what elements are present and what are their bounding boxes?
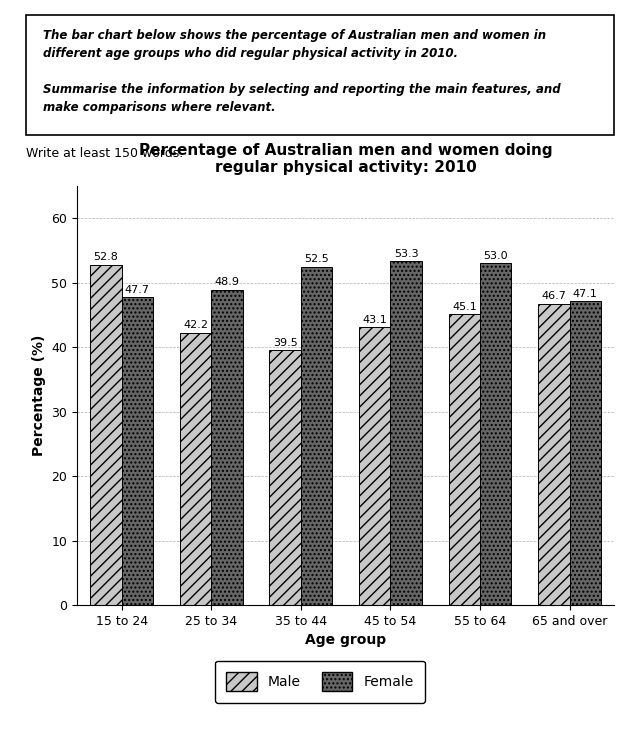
Bar: [538, 304, 570, 605]
Legend: Male, Female: Male, Female: [215, 660, 425, 703]
Bar: [180, 333, 211, 605]
Text: 46.7: 46.7: [541, 292, 566, 301]
Text: 39.5: 39.5: [273, 338, 298, 348]
Text: 48.9: 48.9: [214, 277, 239, 287]
Text: The bar chart below shows the percentage of Australian men and women in
differen: The bar chart below shows the percentage…: [44, 29, 561, 114]
Bar: [269, 351, 301, 605]
Text: 43.1: 43.1: [362, 314, 387, 324]
X-axis label: Age group: Age group: [305, 634, 386, 647]
Bar: [390, 262, 422, 605]
FancyBboxPatch shape: [26, 15, 614, 135]
Text: 53.3: 53.3: [394, 249, 419, 259]
Bar: [90, 265, 122, 605]
Text: 42.2: 42.2: [183, 320, 208, 330]
Text: Write at least 150 words.: Write at least 150 words.: [26, 147, 183, 160]
Bar: [211, 289, 243, 605]
Text: 52.5: 52.5: [304, 254, 329, 264]
Bar: [122, 297, 153, 605]
Y-axis label: Percentage (%): Percentage (%): [31, 335, 45, 456]
Bar: [449, 314, 480, 605]
Bar: [301, 267, 332, 605]
Title: Percentage of Australian men and women doing
regular physical activity: 2010: Percentage of Australian men and women d…: [139, 143, 552, 175]
Bar: [570, 301, 601, 605]
Text: 47.7: 47.7: [125, 285, 150, 295]
Text: 52.8: 52.8: [93, 252, 118, 262]
Text: 53.0: 53.0: [483, 251, 508, 261]
Bar: [480, 263, 511, 605]
Text: 45.1: 45.1: [452, 302, 477, 312]
Bar: [359, 327, 390, 605]
Text: 47.1: 47.1: [573, 289, 598, 299]
